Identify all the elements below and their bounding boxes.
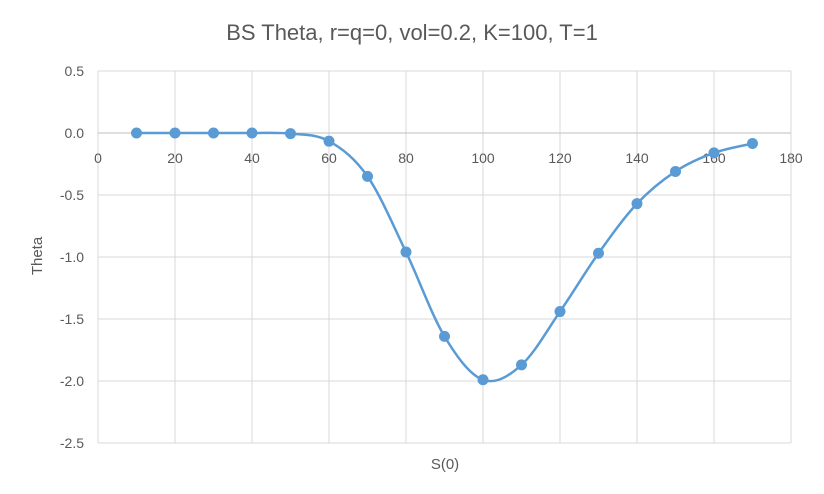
x-tick-label: 100 [471,150,495,166]
data-point [516,359,527,371]
data-point [554,306,566,318]
x-tick-label: 80 [398,150,414,166]
data-point [208,127,219,139]
y-axis-label: Theta [29,236,46,275]
data-point [670,165,681,177]
y-tick-label: -1.0 [60,249,84,265]
x-tick-label: 40 [244,150,260,166]
x-tick-label: 20 [167,150,183,166]
data-point [323,135,335,147]
data-point [631,198,643,210]
series [131,127,758,386]
x-tick-label: 0 [94,150,102,166]
data-point [169,127,181,139]
x-tick-label: 140 [625,150,649,166]
data-point [246,127,258,139]
chart-title: BS Theta, r=q=0, vol=0.2, K=100, T=1 [226,20,598,45]
x-tick-label: 120 [548,150,572,166]
x-tick-label: 180 [779,150,803,166]
data-point [477,374,489,386]
y-tick-label: -2.0 [60,373,84,389]
y-tick-label: -2.5 [60,435,84,451]
data-point [362,170,373,182]
data-point [285,128,296,140]
data-point [131,127,142,139]
y-tick-label: 0.5 [65,63,85,79]
data-point [747,138,758,150]
data-point [708,147,720,159]
data-point [593,247,604,259]
data-point [400,246,412,258]
tick-labels: 0204060801001201401601800.50.0-0.5-1.0-1… [60,63,803,451]
x-axis-label: S(0) [431,456,459,473]
y-tick-label: 0.0 [65,125,85,141]
y-tick-label: -1.5 [60,311,84,327]
x-tick-label: 60 [321,150,337,166]
y-tick-label: -0.5 [60,187,84,203]
grid [97,70,792,444]
data-point [439,330,450,342]
